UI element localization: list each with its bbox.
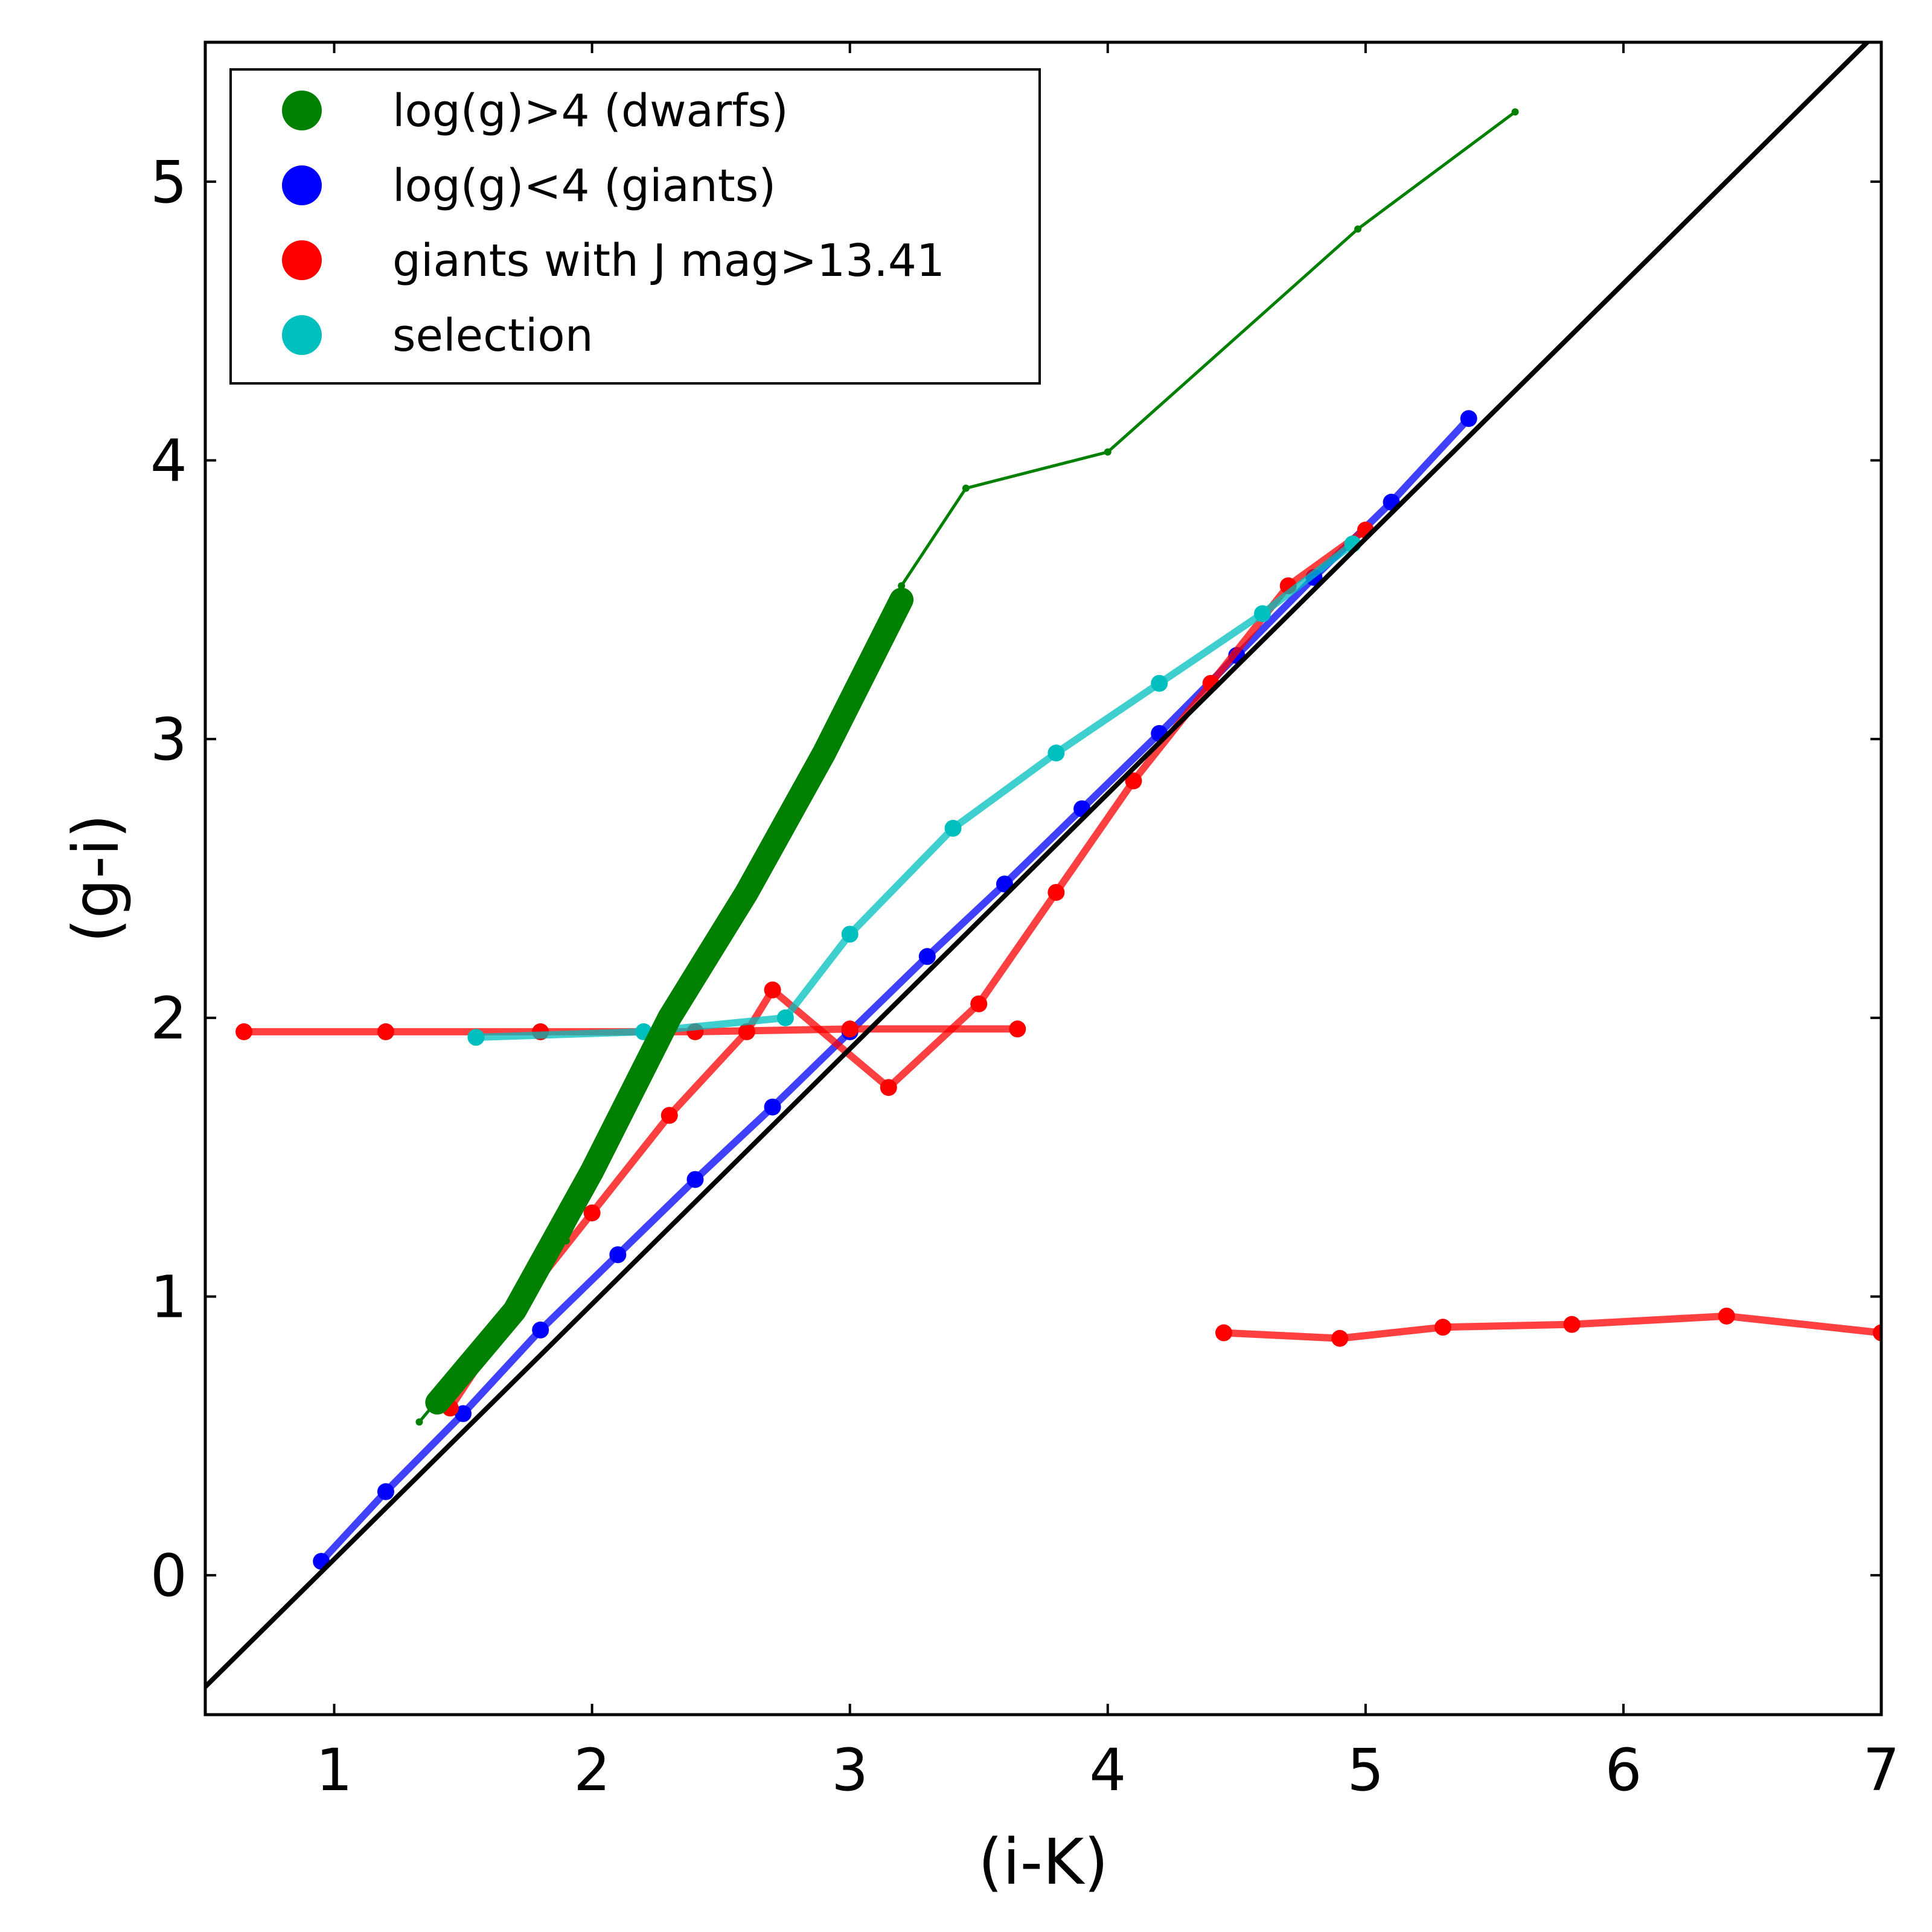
data-point	[880, 1079, 897, 1096]
data-point	[1048, 884, 1065, 901]
data-point	[235, 1023, 253, 1040]
x-tick-label: 6	[1605, 1736, 1642, 1804]
data-point	[1125, 772, 1142, 790]
reference-line	[205, 42, 1871, 1689]
data-point	[583, 1162, 601, 1180]
data-point	[962, 484, 970, 492]
data-point	[1048, 744, 1065, 762]
data-point	[764, 981, 781, 999]
data-point	[1254, 605, 1271, 622]
plot-data-area	[205, 42, 1881, 1689]
data-point	[1511, 108, 1519, 116]
x-tick-label: 5	[1347, 1736, 1384, 1804]
data-point	[1873, 1324, 1881, 1342]
y-tick-label: 0	[150, 1542, 187, 1610]
data-point	[764, 1098, 781, 1116]
data-point	[377, 1023, 394, 1040]
legend-box	[229, 68, 1041, 385]
tick-labels: 1 2 3 4 5 6 7 0 1 2 3 4 5	[150, 149, 1900, 1804]
axis-ticks	[205, 42, 1882, 1715]
data-point	[532, 1321, 549, 1339]
x-tick-label: 4	[1089, 1736, 1126, 1804]
legend-label: log(g)>4 (dwarfs)	[392, 85, 788, 137]
plot-frame	[203, 40, 1883, 1716]
data-point	[1009, 1020, 1026, 1038]
data-point	[738, 884, 755, 901]
y-tick-label: 1	[150, 1264, 187, 1331]
y-tick-label: 5	[150, 149, 187, 216]
data-point	[377, 1483, 394, 1500]
data-point	[1718, 1307, 1735, 1325]
x-axis-label: (i-K)	[978, 1825, 1108, 1899]
data-point	[815, 744, 833, 762]
data-point	[661, 1107, 678, 1124]
data-point	[841, 1020, 859, 1038]
x-tick-label: 2	[574, 1736, 610, 1804]
data-point	[776, 1009, 794, 1026]
series-line-5	[1220, 1312, 1881, 1342]
data-point	[506, 1302, 523, 1319]
legend-marker	[282, 240, 322, 280]
data-point	[970, 995, 988, 1012]
data-point	[429, 1393, 446, 1411]
y-tick-label: 4	[150, 427, 187, 495]
data-point	[1354, 225, 1362, 233]
data-point	[898, 582, 906, 590]
data-point	[1460, 410, 1477, 427]
x-tick-label: 7	[1863, 1736, 1899, 1804]
data-point	[686, 1171, 704, 1188]
y-tick-label: 3	[150, 706, 187, 773]
legend-label: selection	[392, 310, 593, 362]
data-point	[609, 1246, 627, 1264]
y-tick-label: 2	[150, 985, 187, 1052]
legend-marker	[282, 91, 322, 130]
data-point	[661, 1009, 678, 1026]
data-point	[1104, 448, 1112, 456]
data-point	[415, 1418, 423, 1426]
data-point	[1434, 1319, 1451, 1336]
data-point	[944, 819, 962, 837]
data-point	[455, 1405, 472, 1422]
legend-marker	[282, 165, 322, 205]
data-point	[1215, 1324, 1232, 1342]
x-tick-label: 3	[831, 1736, 868, 1804]
series-line-2	[318, 415, 1473, 1566]
data-point	[1563, 1316, 1581, 1333]
data-point	[467, 1029, 485, 1046]
data-point	[918, 948, 936, 965]
data-point	[1331, 1329, 1349, 1347]
y-axis-label: (g-i)	[59, 814, 133, 943]
data-point	[1151, 674, 1168, 692]
x-tick-label: 1	[316, 1736, 353, 1804]
data-point	[841, 926, 859, 943]
legend: log(g)>4 (dwarfs) log(g)<4 (giants) giants…	[229, 68, 1041, 385]
legend-label: giants with J mag>13.41	[392, 235, 945, 287]
legend-label: log(g)<4 (giants)	[392, 160, 776, 212]
data-point	[583, 1204, 601, 1221]
legend-marker	[282, 315, 322, 355]
data-point	[893, 591, 910, 609]
